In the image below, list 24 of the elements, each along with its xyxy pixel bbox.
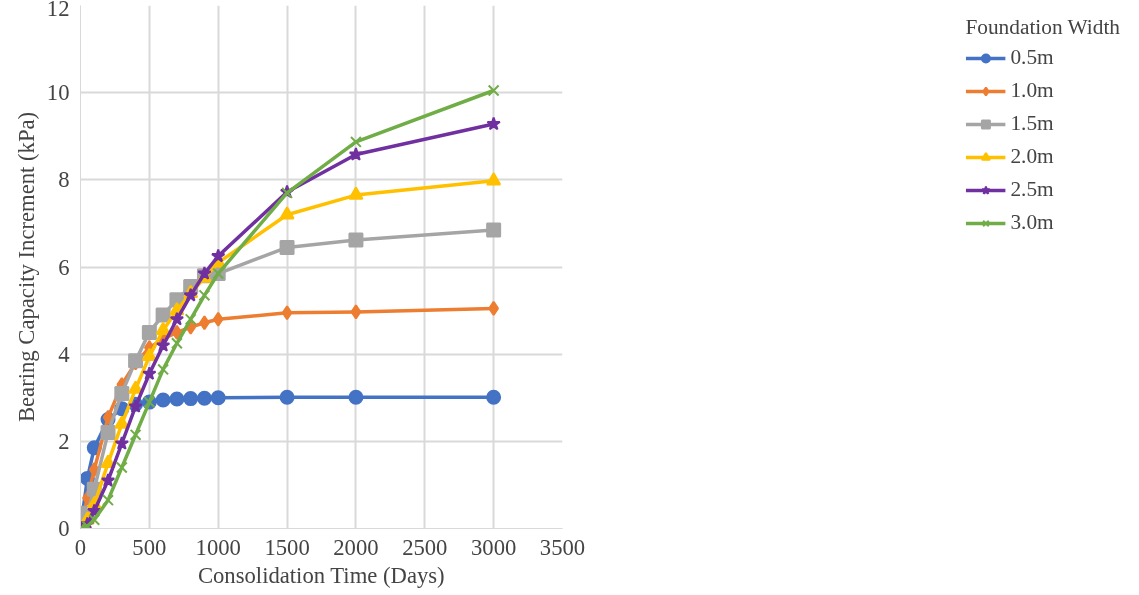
legend-label: 3.0m xyxy=(1010,210,1054,235)
legend-label: 1.5m xyxy=(1010,111,1054,136)
legend-title: Foundation Width xyxy=(965,15,1120,40)
y-tick-label: 6 xyxy=(58,254,70,280)
y-tick-label: 0 xyxy=(58,516,70,541)
legend-label: 0.5m xyxy=(1010,45,1054,70)
x-tick-label: 3500 xyxy=(539,534,586,560)
y-tick-label: 8 xyxy=(58,167,70,193)
x-tick-label: 500 xyxy=(132,534,167,560)
y-tick-label: 2 xyxy=(58,428,70,454)
legend-label: 1.0m xyxy=(1010,78,1054,103)
x-axis-title: Consolidation Time (Days) xyxy=(197,562,445,588)
x-tick-label: 0 xyxy=(74,534,87,560)
y-tick-label: 12 xyxy=(46,0,70,21)
y-axis-title: Bearing Capacity Increment (kPa) xyxy=(13,111,39,423)
x-tick-label: 1000 xyxy=(195,534,241,560)
x-tick-label: 2500 xyxy=(402,534,448,560)
x-tick-label: 2000 xyxy=(333,534,379,560)
legend-label: 2.0m xyxy=(1010,144,1054,169)
x-tick-label: 3000 xyxy=(470,534,517,560)
y-tick-label: 4 xyxy=(58,341,70,367)
x-tick-label: 1500 xyxy=(264,534,310,560)
legend-label: 2.5m xyxy=(1010,177,1054,202)
y-tick-label: 10 xyxy=(46,80,70,106)
